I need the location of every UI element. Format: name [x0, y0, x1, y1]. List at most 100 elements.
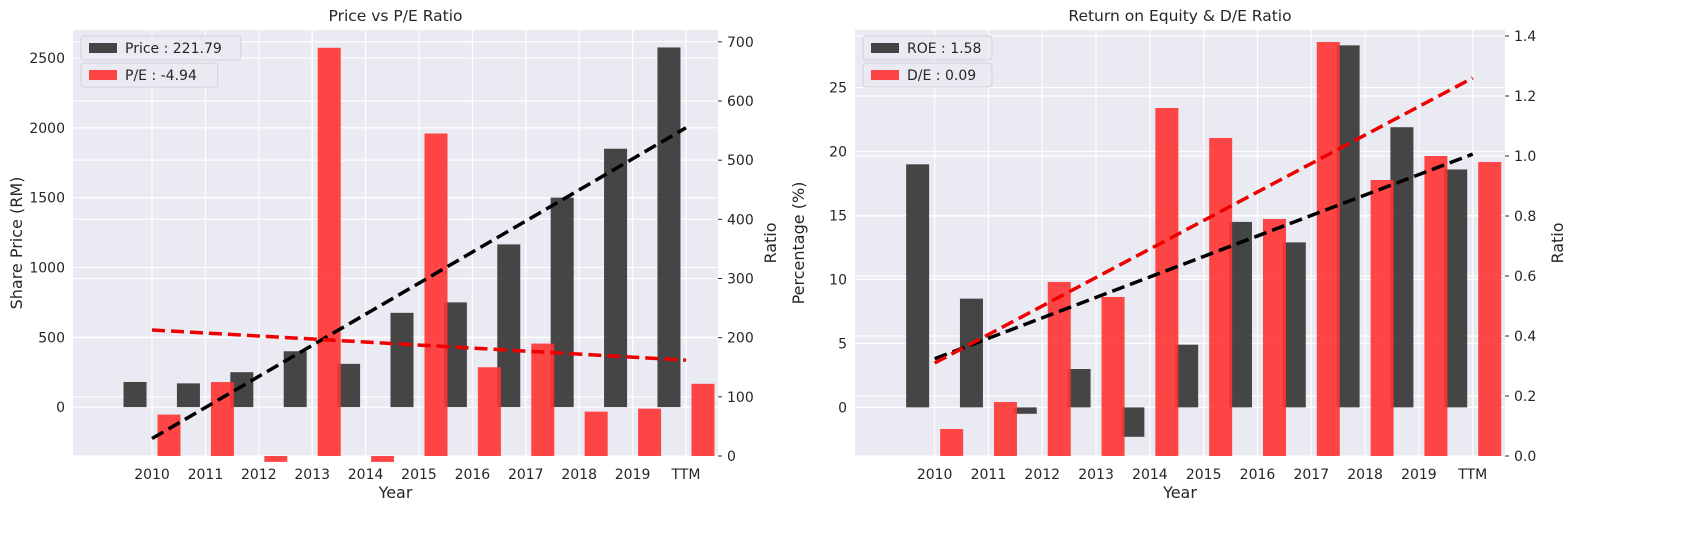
bar-price-2019 [604, 148, 628, 408]
y-tick-label: 1500 [29, 191, 65, 207]
x-tick-label: 2012 [241, 467, 277, 483]
legend-box [80, 62, 219, 88]
y-tick-label: 2500 [29, 51, 65, 67]
y2-tick-label: 0.2 [1514, 389, 1536, 405]
y2-tick-label: 0 [727, 449, 736, 465]
chart-roe-de: 2010 2011 2012 2013 2014 2015 2016 2017 2018 2019… [789, 7, 1567, 502]
bar-roe-2013 [1067, 369, 1091, 408]
x-axis-label: Year [1162, 483, 1197, 502]
bar-pe-ttm [691, 383, 715, 456]
chart-title: Return on Equity & D/E Ratio [1068, 7, 1291, 25]
x-tick-label: 2015 [401, 467, 437, 483]
bar-price-2010 [123, 381, 147, 408]
bar-de-2012 [1047, 282, 1071, 456]
bar-pe-2014 [371, 456, 395, 462]
bar-de-ttm [1478, 162, 1502, 456]
x-tick-label: 2018 [561, 467, 597, 483]
bar-roe-2011 [959, 298, 983, 408]
bar-de-2015 [1209, 138, 1233, 456]
bar-roe-2014 [1121, 407, 1145, 437]
x-tick-label: 2010 [134, 467, 170, 483]
trendline-primary [934, 152, 1474, 361]
bar-price-ttm [657, 47, 681, 408]
y-tick-label: 10 [829, 272, 847, 288]
x-tick-label: 2014 [1132, 467, 1168, 483]
y-tick-label: 5 [838, 336, 847, 352]
x-tick-label: 2013 [294, 467, 330, 483]
legend-label: ROE : 1.58 [907, 41, 981, 57]
bar-price-2018 [550, 197, 574, 408]
legend-box [862, 35, 993, 61]
x-tick-label: 2013 [1078, 467, 1114, 483]
x-tick-label: 2012 [1024, 467, 1060, 483]
y2-tick-label: 300 [727, 272, 754, 288]
x-tick-label: 2018 [1347, 467, 1383, 483]
legend-label: Price : 221.79 [125, 41, 222, 57]
x-tick-label: TTM [1457, 467, 1487, 483]
bar-price-2011 [176, 383, 200, 408]
bar-roe-2015 [1175, 344, 1199, 408]
x-tick-label: 2011 [188, 467, 224, 483]
y-tick-label: 0 [838, 400, 847, 416]
bar-price-2012 [230, 372, 254, 408]
bar-roe-2017 [1282, 242, 1306, 408]
x-tick-label: 2019 [615, 467, 651, 483]
y2-tick-label: 0.6 [1514, 269, 1536, 285]
y2-tick-label: 600 [727, 94, 754, 110]
bar-pe-2015 [424, 133, 448, 456]
x-axis-label: Year [378, 483, 413, 502]
bar-price-2014 [337, 363, 361, 408]
y-tick-label: 1000 [29, 260, 65, 276]
bar-pe-2012 [264, 456, 288, 462]
y2-tick-label: 1.2 [1514, 89, 1536, 105]
legend-box [862, 62, 993, 88]
x-tick-label: 2010 [917, 467, 953, 483]
y-tick-label: 25 [829, 81, 847, 97]
trendline-secondary [151, 328, 687, 362]
legend-swatch [89, 70, 117, 80]
bar-pe-2016 [477, 367, 501, 456]
x-tick-label: 2017 [508, 467, 544, 483]
bar-pe-2011 [210, 382, 234, 456]
y2-tick-label: 500 [727, 153, 754, 169]
bar-roe-2012 [1013, 407, 1037, 414]
x-tick-label: 2019 [1401, 467, 1437, 483]
y-tick-label: 500 [38, 330, 65, 346]
bar-de-2016 [1262, 219, 1286, 456]
bar-roe-2018 [1336, 45, 1360, 408]
legend-swatch [89, 43, 117, 53]
y-tick-label: 0 [56, 400, 65, 416]
x-tick-label: 2016 [1240, 467, 1276, 483]
chart-title: Price vs P/E Ratio [329, 7, 463, 25]
y-axis-label: Percentage (%) [789, 182, 808, 305]
bar-price-2016 [443, 302, 467, 408]
y2-tick-label: 0.8 [1514, 209, 1536, 225]
bar-de-2011 [993, 402, 1017, 456]
y-axis-label: Share Price (RM) [7, 177, 26, 310]
y2-axis-label: Ratio [761, 222, 780, 263]
bar-pe-2018 [584, 411, 608, 456]
trendline-secondary [933, 76, 1474, 365]
y2-tick-label: 400 [727, 212, 754, 228]
chart-price-pe: 2010 2011 2012 2013 2014 2015 2016 2017 2018 2019… [7, 7, 780, 502]
y2-tick-label: 1.4 [1514, 29, 1536, 45]
y2-tick-label: 700 [727, 35, 754, 51]
legend-swatch [871, 70, 899, 80]
x-tick-label: 2014 [348, 467, 384, 483]
bar-roe-2010 [906, 164, 930, 408]
bar-price-2015 [390, 312, 414, 408]
bar-roe-2016 [1228, 221, 1252, 408]
legend-label: D/E : 0.09 [907, 68, 976, 84]
bar-pe-2013 [317, 47, 341, 456]
bar-roe-ttm [1444, 169, 1468, 408]
bar-pe-2017 [531, 343, 555, 456]
legend-box [80, 35, 242, 61]
bar-price-2017 [497, 244, 521, 408]
bar-de-2018 [1370, 180, 1394, 456]
x-tick-label: 2016 [455, 467, 491, 483]
y2-tick-label: 0.4 [1514, 329, 1536, 345]
y2-tick-label: 100 [727, 390, 754, 406]
trendline-primary [151, 126, 687, 441]
